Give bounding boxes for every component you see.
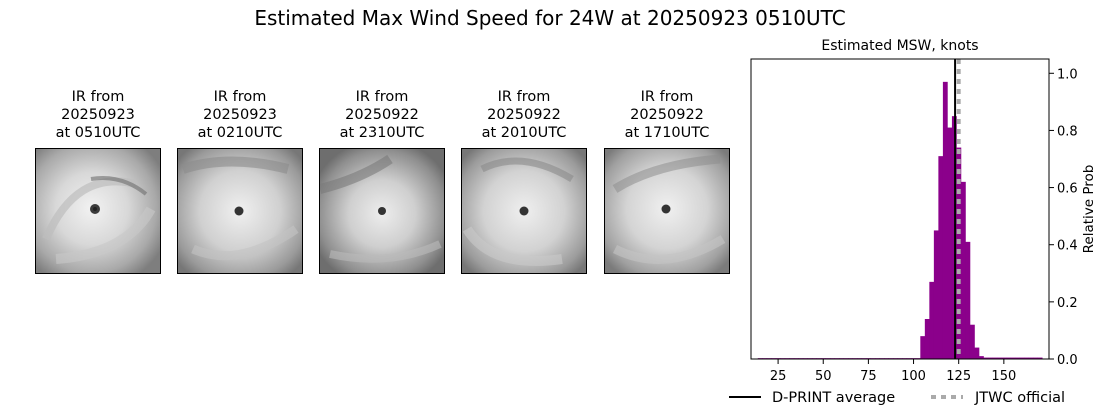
chart-legend: D-PRINT average JTWC official: [729, 390, 1065, 406]
y-tick-label: 0.4: [1057, 239, 1078, 254]
ir-panel-label: IR from 20250922 at 2310UTC: [319, 88, 445, 142]
y-tick-label: 0.2: [1057, 296, 1078, 311]
panel-label-line: IR from: [71, 89, 125, 105]
ir-satellite-image: [604, 148, 730, 274]
plot-frame: [750, 58, 1050, 360]
histogram-bar: [1033, 357, 1039, 359]
histogram-bar: [947, 127, 953, 359]
legend-label-jtwc: JTWC official: [974, 390, 1065, 406]
panel-label-line: 20250922: [487, 107, 561, 123]
panel-label-line: at 2310UTC: [339, 125, 425, 141]
histogram-bar: [929, 281, 935, 359]
panel-label-line: at 2010UTC: [481, 125, 567, 141]
panel-label-line: 20250923: [203, 107, 277, 123]
y-tick-label: 0.0: [1057, 353, 1078, 368]
histogram-bar: [979, 356, 984, 359]
y-axis-label: Relative Prob: [1081, 165, 1097, 254]
ir-satellite-image: [461, 148, 587, 274]
histogram-bar: [969, 324, 975, 359]
ir-satellite-image: [177, 148, 303, 274]
ir-satellite-image: [319, 148, 445, 274]
y-tick-label: 0.8: [1057, 124, 1078, 139]
panel-label-line: at 0510UTC: [55, 125, 141, 141]
ir-panel-3: IR from 20250922 at 2310UTC: [319, 88, 445, 274]
histogram-bar: [942, 81, 948, 359]
x-tick-label: 125: [946, 369, 971, 384]
panel-label-line: IR from: [497, 89, 551, 105]
legend-label-dprint: D-PRINT average: [772, 390, 895, 406]
x-tick-label: 150: [991, 369, 1016, 384]
histogram-bar: [997, 357, 1002, 359]
histogram-bar: [988, 357, 993, 359]
histogram-bar: [983, 357, 989, 359]
histogram-bar: [924, 319, 930, 359]
panel-label-line: 20250922: [630, 107, 704, 123]
histogram-bar: [938, 156, 944, 359]
y-tick-label: 0.6: [1057, 182, 1078, 197]
histogram-bar: [920, 336, 926, 359]
ir-panel-5: IR from 20250922 at 1710UTC: [604, 88, 730, 274]
histogram-bar: [974, 347, 980, 359]
ir-panel-label: IR from 20250922 at 1710UTC: [604, 88, 730, 142]
x-tick-label: 100: [901, 369, 926, 384]
chart-title: Estimated MSW, knots: [821, 38, 978, 54]
panel-label-line: IR from: [355, 89, 409, 105]
panel-label-line: 20250923: [61, 107, 135, 123]
histogram-bar: [1019, 357, 1025, 359]
panel-label-line: IR from: [213, 89, 267, 105]
histogram-bar: [1028, 357, 1034, 359]
ir-panel-label: IR from 20250923 at 0210UTC: [177, 88, 303, 142]
panel-label-line: at 1710UTC: [624, 125, 710, 141]
panel-label-line: 20250922: [345, 107, 419, 123]
x-tick-label: 25: [770, 369, 787, 384]
ir-panel-label: IR from 20250922 at 2010UTC: [461, 88, 587, 142]
histogram-bar: [1037, 357, 1043, 359]
histogram-bar: [1001, 357, 1007, 359]
histogram-bar: [1010, 357, 1016, 359]
ir-panel-label: IR from 20250923 at 0510UTC: [35, 88, 161, 142]
ir-panel-2: IR from 20250923 at 0210UTC: [177, 88, 303, 274]
histogram-bar: [933, 230, 939, 359]
panel-label-line: IR from: [640, 89, 694, 105]
ir-satellite-image: [35, 148, 161, 274]
x-tick-label: 75: [860, 369, 877, 384]
histogram-bar: [965, 241, 971, 359]
histogram-bar: [1006, 357, 1011, 359]
panel-label-line: at 0210UTC: [197, 125, 283, 141]
ir-panel-4: IR from 20250922 at 2010UTC: [461, 88, 587, 274]
y-tick-label: 1.0: [1057, 67, 1078, 82]
figure-title: Estimated Max Wind Speed for 24W at 2025…: [254, 6, 846, 30]
histogram-bar: [992, 357, 998, 359]
x-tick-label: 50: [815, 369, 832, 384]
histogram-bar: [960, 181, 966, 359]
histogram-bar: [1024, 357, 1029, 359]
histogram-bar: [1015, 357, 1020, 359]
ir-panel-1: IR from 20250923 at 0510UTC: [35, 88, 161, 274]
